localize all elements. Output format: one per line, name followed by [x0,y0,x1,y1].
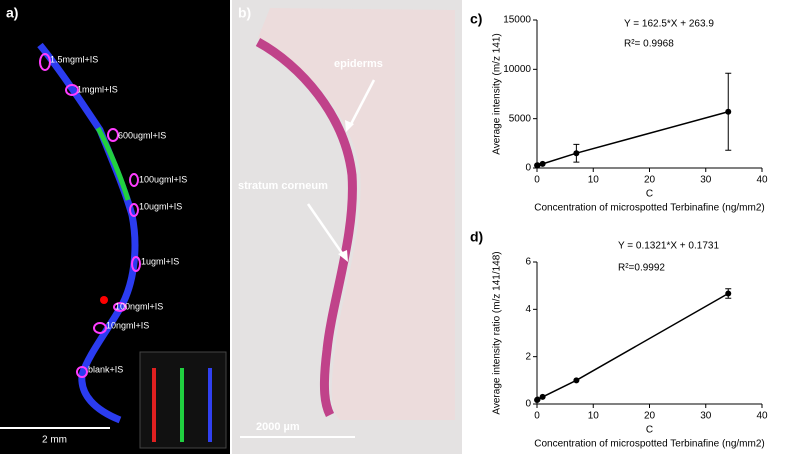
y-tick-label: 10000 [503,64,531,75]
data-point [539,160,546,167]
panel-label: c) [470,11,482,27]
panel-label: a) [6,5,18,21]
x-symbol: C [646,425,653,436]
tissue-signal [37,42,139,424]
arrow-head [345,120,354,132]
y-tick-label: 2 [525,351,531,362]
spot-label: 10ugml+IS [139,201,182,211]
equation: Y = 0.1321*X + 0.1731 [618,241,719,252]
r-squared: R²= 0.9968 [624,39,674,50]
x-axis-label: Concentration of microspotted Terbinafin… [534,203,764,214]
x-tick-label: 40 [756,175,768,186]
y-axis-label: Average intensity ratio (m/z 141/148) [492,251,503,414]
x-tick-label: 20 [644,411,656,422]
scale-bar-label: 2 mm [42,435,67,446]
y-tick-label: 15000 [503,15,531,26]
data-point [539,393,546,400]
x-axis-label: Concentration of microspotted Terbinafin… [534,439,764,450]
data-point [573,150,580,157]
dermis [258,8,455,420]
equation: Y = 162.5*X + 263.9 [624,19,714,30]
x-tick-label: 0 [534,175,540,186]
panel-label: b) [238,5,251,21]
annotation: stratum corneum [238,180,328,192]
y-tick-label: 6 [525,257,531,268]
data-point [534,396,541,403]
y-tick-label: 5000 [509,113,532,124]
scale-bar-label: 2000 µm [256,421,300,433]
spot-label: 10ngml+IS [106,320,149,330]
y-tick-label: 0 [525,163,531,174]
spot-label: 100ngml+IS [115,301,163,311]
spot-label: 1.5mgml+IS [50,54,98,64]
x-tick-label: 20 [644,175,656,186]
fit-line [536,111,729,167]
arrow [348,79,376,127]
arrow [306,203,346,257]
colorbars [139,351,227,449]
x-symbol: C [646,189,653,200]
data-point [573,377,580,384]
spot-label: 100ugml+IS [139,174,187,184]
x-tick-label: 30 [700,175,712,186]
data-point [534,162,541,169]
marker-dot [100,296,108,304]
epidermis [255,38,357,418]
spots [39,53,141,378]
arrow-head [338,250,348,262]
data-point [725,108,732,115]
y-tick-label: 0 [525,399,531,410]
y-axis-label: Average intensity (m/z 141) [492,33,503,155]
spot-label: 1ugml+IS [141,256,179,266]
fit-line [536,292,729,401]
x-tick-label: 0 [534,411,540,422]
x-tick-label: 40 [756,411,768,422]
spot-label: 1mgml+IS [77,84,118,94]
spot-label: blank+IS [88,364,123,374]
annotation: epiderms [334,58,383,70]
y-tick-label: 4 [525,304,531,315]
r-squared: R²=0.9992 [618,263,665,274]
panel-label: d) [470,229,483,245]
x-tick-label: 10 [588,411,600,422]
spot-label: 600ugml+IS [118,130,166,140]
data-point [725,290,732,297]
x-tick-label: 30 [700,411,712,422]
green-signal [95,126,131,201]
x-tick-label: 10 [588,175,600,186]
